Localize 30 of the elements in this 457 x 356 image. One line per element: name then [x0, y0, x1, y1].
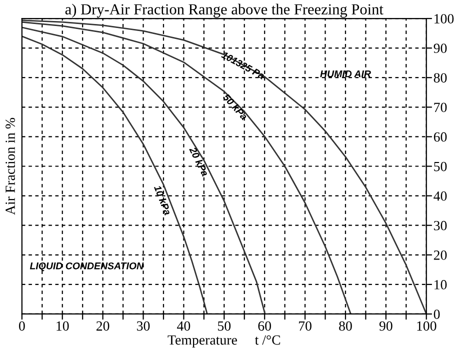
x-axis-title: Temperature t /°C — [168, 335, 280, 348]
y-tick-label: 30 — [434, 220, 447, 230]
y-tick-label: 20 — [434, 250, 447, 260]
x-tick-label: 70 — [299, 321, 312, 331]
x-tick-label: 10 — [56, 321, 69, 331]
x-tick-label: 20 — [96, 321, 110, 331]
x-tick-label: 90 — [379, 321, 392, 331]
x-tick-label: 40 — [177, 321, 190, 331]
x-tick-label: 100 — [417, 321, 436, 331]
x-tick-label: 50 — [218, 321, 231, 331]
y-tick-label: 40 — [434, 191, 447, 201]
x-tick-label: 0 — [18, 321, 25, 331]
y-tick-label: 70 — [434, 102, 447, 112]
y-axis-title: Air Fraction in % — [6, 118, 15, 215]
y-tick-label: 0 — [434, 310, 440, 319]
annotation: LIQUID CONDENSATION — [30, 262, 144, 272]
y-tick-label: 80 — [434, 73, 447, 83]
y-tick-label: 90 — [434, 44, 447, 54]
y-tick-label: 10 — [434, 280, 447, 290]
line-series — [22, 26, 266, 314]
y-tick-label: 50 — [434, 162, 447, 172]
annotation: HUMID AIR — [320, 70, 371, 78]
y-tick-label: 100 — [434, 14, 454, 24]
x-tick-label: 60 — [258, 321, 272, 331]
y-tick-label: 60 — [434, 132, 447, 142]
chart-title: a) Dry-Air Fraction Range above the Freezing Point — [65, 4, 384, 18]
line-series — [22, 36, 208, 314]
x-tick-label: 30 — [136, 321, 150, 331]
x-tick-label: 80 — [339, 321, 352, 331]
annotation: 50 kPa — [222, 93, 248, 120]
